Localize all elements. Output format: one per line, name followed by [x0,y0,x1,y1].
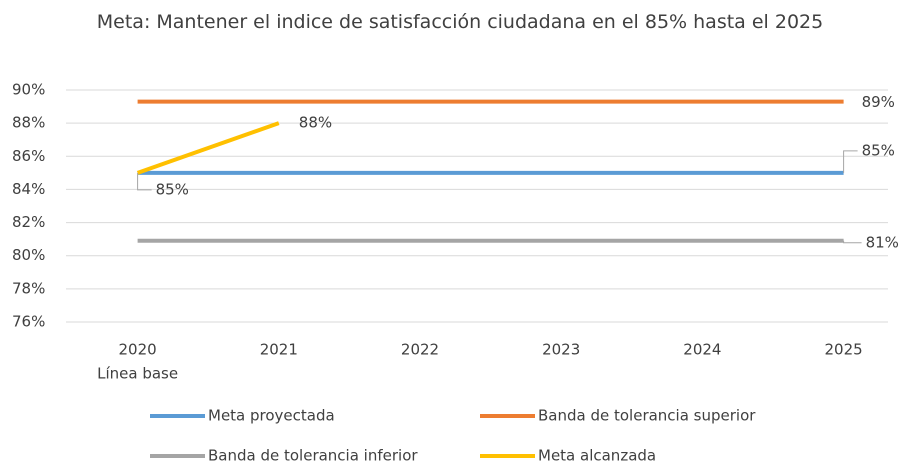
series-line [136,121,280,175]
x-tick-label: 2024 [683,341,721,359]
legend-label: Banda de tolerancia superior [538,407,756,425]
label-leader [843,240,862,244]
x-tick-label: 2022 [401,341,439,359]
x-tick-label: 2025 [825,341,863,359]
y-tick-label: 90% [12,81,45,99]
y-tick-label: 88% [12,114,45,132]
y-tick-label: 80% [12,246,45,264]
label-leader [137,172,152,191]
x-tick-note: Línea base [97,365,178,383]
chart-title: Meta: Mantener el indice de satisfacción… [96,11,824,33]
y-tick-label: 82% [12,213,45,231]
legend-label: Meta alcanzada [538,447,656,465]
x-tick-label: 2023 [542,341,580,359]
data-label: 81% [866,233,899,251]
data-label: 85% [156,180,189,198]
x-tick-label: 2021 [260,341,298,359]
legend-label: Meta proyectada [208,407,335,425]
data-label: 89% [862,93,895,111]
y-tick-label: 78% [12,279,45,297]
data-label: 85% [862,141,895,159]
y-tick-label: 86% [12,147,45,165]
x-tick-label: 2020 [119,341,157,359]
data-label: 88% [299,114,332,132]
label-leader [843,150,858,173]
y-tick-label: 76% [12,313,45,331]
y-tick-label: 84% [12,180,45,198]
legend-label: Banda de tolerancia inferior [208,447,418,465]
